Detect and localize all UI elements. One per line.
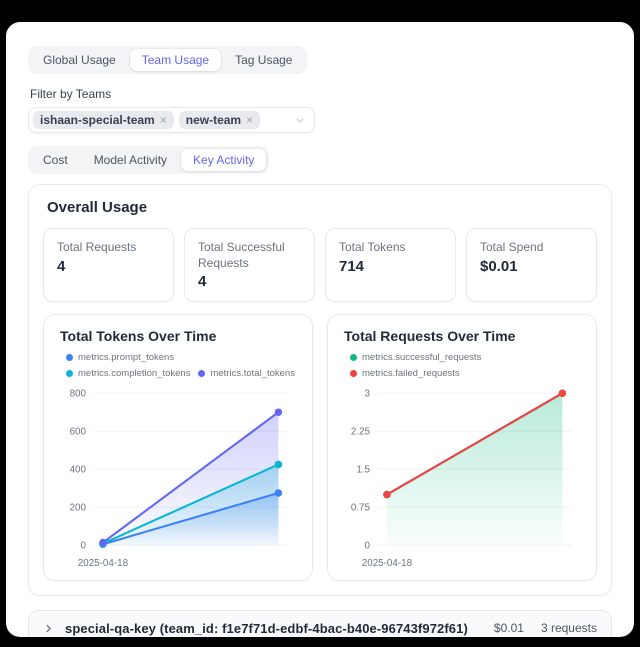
svg-text:0.75: 0.75 — [351, 503, 371, 514]
key-label: special-qa-key (team_id: f1e7f71d-edbf-4… — [65, 620, 468, 636]
legend-dot-icon — [66, 370, 73, 378]
svg-text:400: 400 — [70, 465, 87, 476]
svg-text:600: 600 — [70, 427, 87, 438]
stat-value: 714 — [339, 257, 365, 275]
chart-title: Total Tokens Over Time — [60, 328, 217, 345]
tokens-over-time-chart-card: Total Tokens Over Time metrics.prompt_to… — [43, 314, 313, 581]
team-chip[interactable]: ishaan-special-team × — [33, 111, 174, 129]
svg-text:200: 200 — [70, 503, 87, 514]
stat-total-spend: Total Spend $0.01 — [466, 228, 597, 303]
activity-tabs: Cost Model Activity Key Activity — [28, 146, 270, 174]
legend-dot-icon — [350, 354, 357, 362]
tab-cost[interactable]: Cost — [31, 149, 80, 171]
stat-total-successful-requests: Total Successful Requests 4 — [184, 228, 315, 303]
stats-grid: Total Requests 4 Total Successful Reques… — [43, 228, 597, 303]
tab-key-activity[interactable]: Key Activity — [181, 149, 267, 171]
chevron-down-icon[interactable] — [294, 114, 306, 126]
stat-value: 4 — [198, 273, 207, 291]
legend-dot-icon — [350, 370, 357, 378]
key-spend: $0.01 — [493, 621, 524, 636]
svg-text:0: 0 — [365, 541, 371, 552]
chart-legend: metrics.prompt_tokens metrics.completion… — [66, 352, 300, 379]
tab-global-usage[interactable]: Global Usage — [31, 49, 128, 71]
key-request-count: 3 requests — [540, 621, 597, 636]
filter-by-teams-label: Filter by Teams — [30, 87, 112, 101]
requests-over-time-chart: 0 0.75 1.5 2.25 3 2025-04-18 — [351, 389, 572, 569]
usage-page: Global Usage Team Usage Tag Usage Filter… — [6, 22, 634, 637]
svg-text:2025-04-18: 2025-04-18 — [78, 558, 129, 569]
team-chip-label: ishaan-special-team — [40, 113, 155, 127]
legend-label: metrics.failed_requests — [362, 368, 460, 380]
overall-usage-title: Overall Usage — [47, 199, 148, 216]
stat-value: $0.01 — [480, 257, 518, 275]
legend-item-total-tokens: metrics.total_tokens — [198, 368, 295, 380]
stat-label: Total Successful Requests — [198, 240, 285, 270]
legend-label: metrics.total_tokens — [210, 368, 295, 380]
key-accordion-list: special-qa-key (team_id: f1e7f71d-edbf-4… — [28, 609, 612, 637]
svg-text:2025-04-18: 2025-04-18 — [362, 558, 413, 569]
svg-text:0: 0 — [81, 541, 87, 552]
legend-dot-icon — [66, 354, 73, 362]
legend-dot-icon — [198, 370, 206, 378]
tab-tag-usage[interactable]: Tag Usage — [223, 49, 304, 71]
tab-model-activity[interactable]: Model Activity — [82, 149, 179, 171]
legend-item-successful-requests: metrics.successful_requests — [350, 352, 481, 363]
close-icon[interactable]: × — [159, 113, 167, 127]
stat-value: 4 — [57, 257, 66, 275]
chart-title: Total Requests Over Time — [344, 328, 516, 345]
overall-usage-card: Overall Usage Total Requests 4 Total Suc… — [28, 184, 612, 596]
svg-text:800: 800 — [70, 389, 87, 400]
svg-text:3: 3 — [365, 389, 371, 400]
svg-text:2.25: 2.25 — [351, 427, 371, 438]
legend-item-prompt-tokens: metrics.prompt_tokens — [66, 352, 174, 363]
app-window: Global Usage Team Usage Tag Usage Filter… — [6, 22, 634, 637]
charts-grid: Total Tokens Over Time metrics.prompt_to… — [43, 314, 597, 581]
legend-item-completion-tokens: metrics.completion_tokens — [66, 368, 190, 379]
team-chip[interactable]: new-team × — [178, 111, 261, 129]
chart-legend: metrics.successful_requests metrics.fail… — [350, 352, 584, 379]
stat-label: Total Spend — [480, 240, 544, 254]
stat-label: Total Requests — [57, 240, 137, 254]
stat-label: Total Tokens — [339, 240, 406, 254]
team-chip-label: new-team — [185, 113, 242, 127]
team-filter-select[interactable]: ishaan-special-team × new-team × — [28, 107, 315, 133]
usage-scope-tabs: Global Usage Team Usage Tag Usage — [28, 46, 308, 74]
tokens-over-time-chart: 0 200 400 600 800 2025-04-18 — [70, 389, 288, 569]
stat-total-tokens: Total Tokens 714 — [325, 228, 456, 303]
stat-total-requests: Total Requests 4 — [43, 228, 174, 303]
close-icon[interactable]: × — [246, 113, 254, 127]
selected-team-chips: ishaan-special-team × new-team × — [33, 111, 288, 129]
requests-over-time-chart-card: Total Requests Over Time metrics.success… — [327, 314, 597, 581]
tab-team-usage[interactable]: Team Usage — [129, 49, 222, 71]
legend-item-failed-requests: metrics.failed_requests — [350, 368, 460, 379]
key-row-special-qa-key[interactable]: special-qa-key (team_id: f1e7f71d-edbf-4… — [29, 611, 611, 637]
svg-text:1.5: 1.5 — [356, 465, 370, 476]
legend-label: metrics.successful_requests — [362, 352, 482, 364]
chevron-right-icon — [43, 623, 54, 634]
legend-label: metrics.prompt_tokens — [78, 352, 175, 364]
legend-label: metrics.completion_tokens — [78, 368, 191, 380]
